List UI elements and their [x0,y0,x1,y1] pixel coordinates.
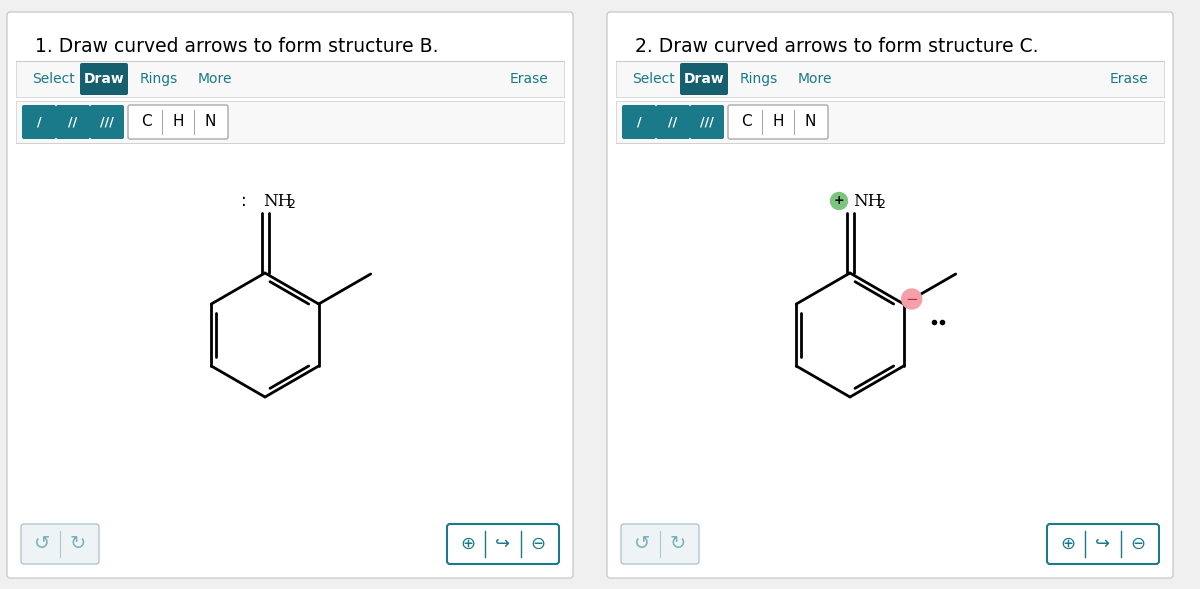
Text: NH: NH [263,193,293,210]
Text: ⊖: ⊖ [530,535,546,553]
Text: Erase: Erase [1109,72,1148,86]
Text: /: / [37,115,41,128]
Text: H: H [173,114,184,130]
Text: ↪: ↪ [1096,535,1110,553]
Text: NH: NH [853,193,882,210]
Text: N: N [804,114,816,130]
FancyBboxPatch shape [446,524,559,564]
Text: Draw: Draw [684,72,725,86]
FancyBboxPatch shape [128,105,228,139]
FancyBboxPatch shape [56,105,90,139]
Text: ↻: ↻ [670,534,686,554]
Text: ///: /// [100,115,114,128]
Text: Rings: Rings [140,72,179,86]
FancyBboxPatch shape [607,12,1174,578]
Text: Draw: Draw [84,72,125,86]
FancyBboxPatch shape [22,105,56,139]
Text: More: More [798,72,833,86]
Text: +: + [834,194,845,207]
Circle shape [901,289,922,309]
Text: ⊕: ⊕ [1060,535,1075,553]
FancyBboxPatch shape [616,61,1164,97]
FancyBboxPatch shape [16,101,564,143]
Text: Select: Select [632,72,674,86]
FancyBboxPatch shape [656,105,690,139]
FancyBboxPatch shape [622,524,698,564]
Text: :: : [241,192,247,210]
Text: 1. Draw curved arrows to form structure B.: 1. Draw curved arrows to form structure … [35,37,438,56]
Text: /: / [637,115,641,128]
Text: Select: Select [32,72,74,86]
Text: ⊖: ⊖ [1130,535,1146,553]
Text: //: // [68,115,78,128]
FancyBboxPatch shape [1046,524,1159,564]
Text: 2. Draw curved arrows to form structure C.: 2. Draw curved arrows to form structure … [635,37,1038,56]
Text: ↻: ↻ [70,534,86,554]
Text: Rings: Rings [740,72,779,86]
FancyBboxPatch shape [622,105,656,139]
Text: H: H [773,114,784,130]
Text: ↪: ↪ [496,535,510,553]
Text: 2: 2 [287,198,295,211]
FancyBboxPatch shape [728,105,828,139]
FancyBboxPatch shape [22,524,98,564]
Text: ⊕: ⊕ [460,535,475,553]
Text: −: − [905,292,918,306]
Text: More: More [198,72,233,86]
Circle shape [830,193,847,210]
Text: ↺: ↺ [34,534,50,554]
FancyBboxPatch shape [616,101,1164,143]
Text: 2: 2 [877,198,884,211]
Text: N: N [204,114,216,130]
Text: C: C [140,114,151,130]
FancyBboxPatch shape [80,63,128,95]
FancyBboxPatch shape [7,12,574,578]
Text: Erase: Erase [509,72,548,86]
FancyBboxPatch shape [90,105,124,139]
Text: C: C [740,114,751,130]
FancyBboxPatch shape [16,61,564,97]
Text: ///: /// [700,115,714,128]
FancyBboxPatch shape [680,63,728,95]
FancyBboxPatch shape [690,105,724,139]
Text: //: // [668,115,678,128]
Text: ↺: ↺ [634,534,650,554]
